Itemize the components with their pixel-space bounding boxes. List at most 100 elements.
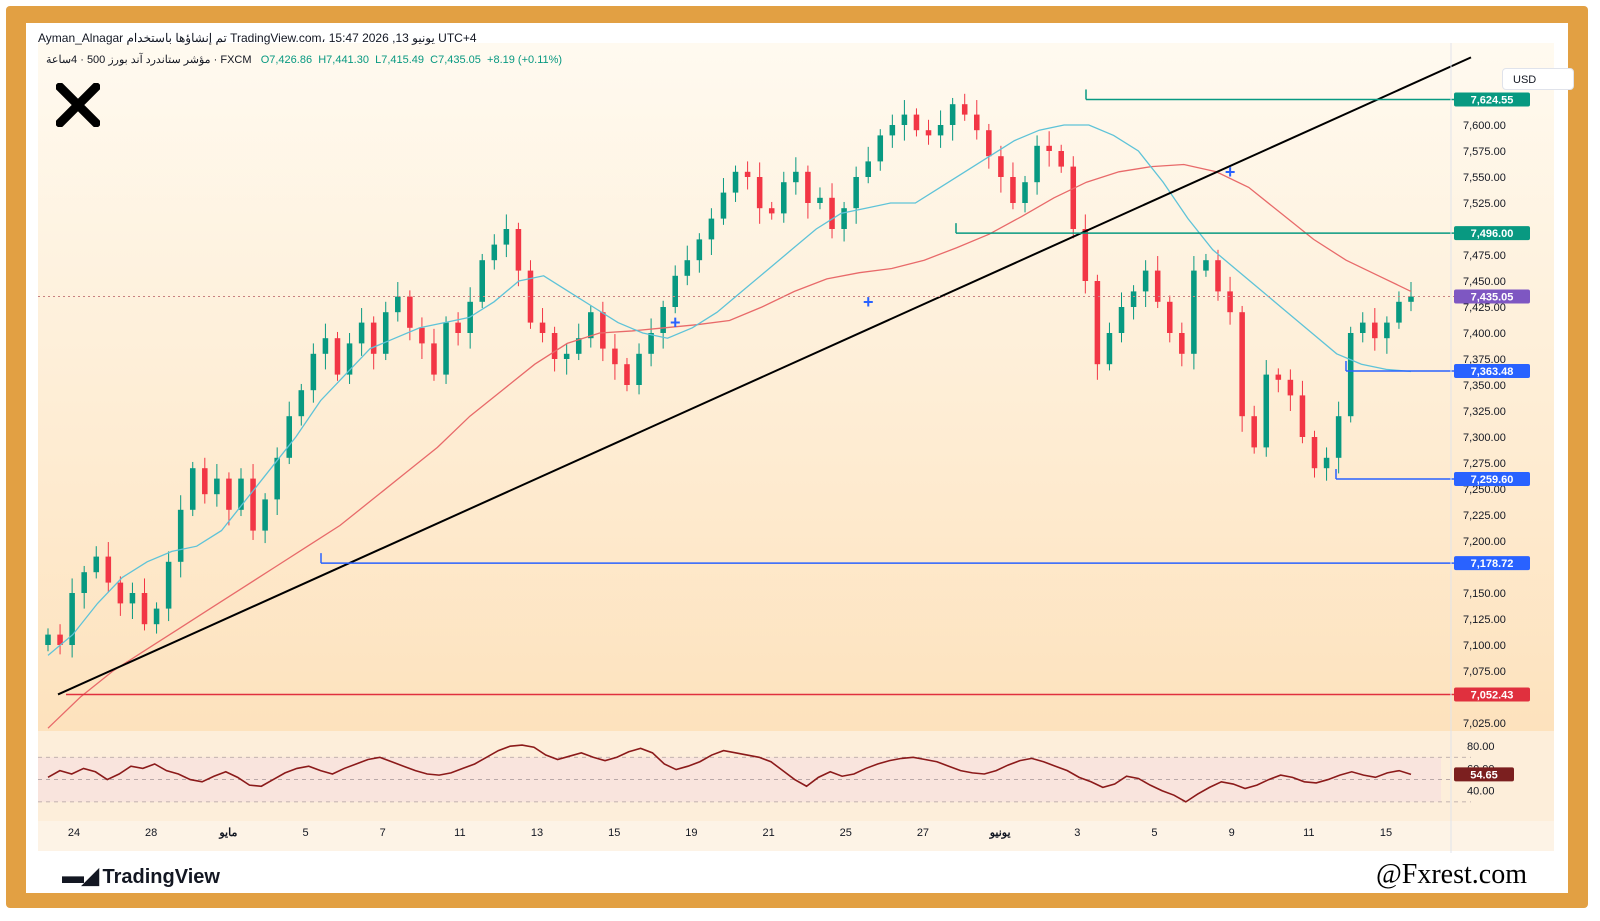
currency-selector[interactable]: USD xyxy=(1502,68,1574,90)
ema-fast-line xyxy=(47,124,1412,656)
x-tick-label: مايو xyxy=(218,827,237,839)
candle-body xyxy=(370,322,377,354)
candle-body xyxy=(805,171,811,203)
candle-body xyxy=(1010,177,1016,203)
candle-body xyxy=(1106,333,1113,365)
candle-body xyxy=(310,353,317,391)
candle-body xyxy=(612,348,618,365)
candle-body xyxy=(93,556,100,573)
price-badge xyxy=(1454,472,1530,487)
candle-body xyxy=(69,593,75,645)
candle-body xyxy=(298,390,305,417)
candle-body xyxy=(479,260,485,302)
candle-body xyxy=(588,312,594,339)
time-axis-bg xyxy=(38,821,1554,851)
candle-body xyxy=(720,192,727,219)
candle-body xyxy=(1191,270,1197,354)
price-badge-label: 7,363.48 xyxy=(1471,366,1514,378)
candle-body xyxy=(1299,395,1306,437)
ohlc-change: +8.19 (+0.11%) xyxy=(487,54,563,66)
rsi-badge-label: 54.65 xyxy=(1470,769,1498,781)
candle-body xyxy=(322,338,329,354)
candle-body xyxy=(129,593,136,604)
y-tick-label: 7,275.00 xyxy=(1463,458,1506,470)
candle-body xyxy=(817,197,823,203)
y-tick-label: 7,325.00 xyxy=(1463,406,1506,418)
candle-body xyxy=(1372,322,1378,339)
candle-body xyxy=(382,312,389,354)
rsi-line xyxy=(47,744,1412,803)
x-tick-label: 11 xyxy=(1303,827,1314,839)
x-tick-label: 3 xyxy=(1074,827,1080,839)
candle-body xyxy=(1384,322,1390,339)
candle-body xyxy=(250,478,256,531)
candle-body xyxy=(503,229,510,245)
ohlc-open: O7,426.86 xyxy=(260,54,313,66)
y-tick-label: 7,075.00 xyxy=(1463,666,1506,678)
price-badge xyxy=(1454,363,1530,378)
chart-canvas: 7,600.00 7,575.00 7,550.00 7,525.00 7,475.00… xyxy=(26,23,1574,893)
candle-body xyxy=(286,416,293,458)
candle-body xyxy=(226,478,232,510)
candle-body xyxy=(768,208,775,214)
symbol-name[interactable]: مؤشر ستاندرد آند بورز 500 · 4ساعة · FXCM xyxy=(46,54,252,66)
candle-body xyxy=(1130,291,1137,307)
candle-body xyxy=(793,171,799,183)
ema-slow-line xyxy=(47,163,1412,729)
candle-body xyxy=(1154,270,1161,302)
candle-body xyxy=(744,171,751,177)
candle-body xyxy=(443,322,449,375)
candle-body xyxy=(45,634,51,645)
candle-body xyxy=(1142,270,1149,292)
candle-body xyxy=(648,333,654,354)
y-tick-label: 7,525.00 xyxy=(1463,198,1506,210)
x-tick-label: 27 xyxy=(917,827,929,839)
candle-body xyxy=(1022,182,1028,203)
candle-body xyxy=(431,343,437,375)
candle-body xyxy=(419,327,425,344)
candle-body xyxy=(515,229,522,271)
rsi-badge xyxy=(1454,767,1514,782)
candle-body xyxy=(202,468,208,495)
candle-body xyxy=(1070,166,1077,229)
x-tick-label: 19 xyxy=(685,827,697,839)
tradingview-logo[interactable]: ▬◢ TradingView xyxy=(62,863,220,889)
candle-body xyxy=(865,161,871,177)
candle-body xyxy=(672,275,678,307)
candle-body xyxy=(1166,301,1173,333)
candle-body xyxy=(624,364,630,385)
x-tick-label: 28 xyxy=(145,827,157,839)
candle-body xyxy=(1058,151,1064,167)
x-tick-label: 5 xyxy=(302,827,308,839)
y-tick-label: 7,475.00 xyxy=(1463,250,1506,262)
candle-body xyxy=(949,104,956,125)
price-badge xyxy=(1454,687,1530,702)
candle-body xyxy=(913,114,920,131)
x-tick-label: 13 xyxy=(531,827,543,839)
x-tick-label: 7 xyxy=(380,827,386,839)
candle-body xyxy=(696,239,703,261)
y-tick-label: 7,225.00 xyxy=(1463,510,1506,522)
candle-body xyxy=(660,307,666,333)
price-badge xyxy=(1454,556,1530,571)
candle-body xyxy=(527,270,534,323)
rsi-tick-label: 80.00 xyxy=(1467,741,1495,753)
trendline xyxy=(57,56,1472,696)
candle-body xyxy=(334,338,341,375)
x-tick-label: 25 xyxy=(840,827,852,839)
ohlc-close: C7,435.05 xyxy=(430,54,481,66)
y-tick-label: 7,575.00 xyxy=(1463,146,1506,158)
candle-body xyxy=(877,135,884,162)
price-badge-label: 7,178.72 xyxy=(1471,558,1514,570)
candle-body xyxy=(1082,229,1089,281)
candle-body xyxy=(829,197,835,229)
x-tick-label: 15 xyxy=(608,827,620,839)
candle-body xyxy=(1118,307,1125,333)
price-badge xyxy=(1454,226,1530,241)
ohlc-high: H7,441.30 xyxy=(318,54,369,66)
cross-marker: + xyxy=(1225,162,1236,182)
price-badge-label: 7,624.55 xyxy=(1471,94,1514,106)
candle-body xyxy=(539,322,546,333)
candle-body xyxy=(262,499,268,531)
y-tick-label: 7,300.00 xyxy=(1463,432,1506,444)
